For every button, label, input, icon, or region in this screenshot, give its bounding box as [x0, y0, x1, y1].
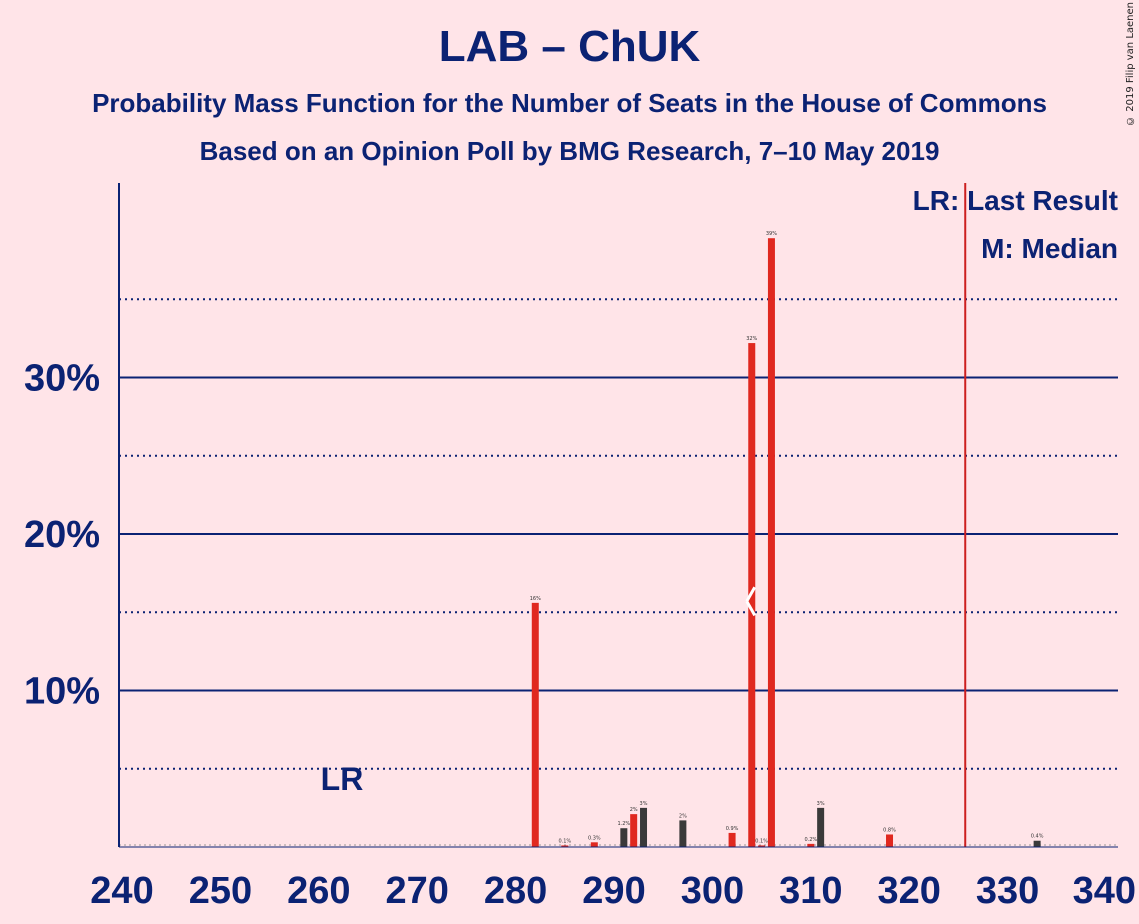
y-tick-label: 20% [24, 514, 100, 556]
bar-value-label: 1.2% [617, 821, 630, 827]
bar [728, 832, 736, 847]
x-tick-label: 300 [681, 870, 744, 912]
bar-value-label: 3% [817, 801, 825, 807]
chart-subtitle-poll: Based on an Opinion Poll by BMG Research… [199, 136, 940, 166]
bar-value-label: 3% [640, 801, 648, 807]
x-tick-label: 320 [877, 870, 940, 912]
bar [679, 820, 687, 847]
y-tick-label: 10% [24, 671, 100, 713]
bar-value-label: 0.1% [755, 838, 768, 844]
legend: LR LR: Last Result M: Median [321, 185, 1118, 797]
x-tick-label: 240 [90, 870, 153, 912]
bar-value-label: 16% [530, 596, 541, 602]
x-tick-label: 250 [189, 870, 252, 912]
bar-value-label: 39% [766, 231, 777, 237]
x-tick-label: 330 [976, 870, 1039, 912]
x-tick-label: 260 [287, 870, 350, 912]
bar [640, 807, 648, 847]
bar-value-label: 0.4% [1031, 834, 1044, 840]
bar-value-label: 2% [630, 807, 638, 813]
bar-value-label: 2% [679, 813, 687, 819]
bar-value-label: 0.8% [883, 827, 896, 833]
bar-value-label: 0.2% [804, 837, 817, 843]
bar [590, 842, 598, 847]
bar [807, 843, 815, 847]
bar [561, 845, 569, 847]
x-tick-label: 290 [582, 870, 645, 912]
x-tick-label: 310 [779, 870, 842, 912]
bar-value-label: 0.9% [726, 826, 739, 832]
median-marker [745, 586, 757, 603]
x-tick-label: 270 [385, 870, 448, 912]
bar-value-label: 0.1% [558, 838, 571, 844]
x-tick-label: 280 [484, 870, 547, 912]
legend-median: M: Median [981, 233, 1118, 264]
bar [630, 814, 638, 847]
last-result-marker-label: LR [321, 761, 364, 797]
bars [531, 238, 1041, 848]
chart-title: LAB – ChUK [438, 22, 701, 71]
bar [531, 602, 539, 847]
gridlines [119, 183, 1118, 847]
bar-value-label: 32% [746, 336, 757, 342]
median-marker [745, 600, 757, 617]
bar [817, 807, 825, 847]
bar [758, 845, 766, 847]
y-tick-label: 30% [24, 358, 100, 400]
bar [1033, 840, 1041, 847]
bar [767, 238, 775, 848]
bar [886, 834, 894, 847]
bar-value-label: 0.3% [588, 835, 601, 841]
legend-last-result: LR: Last Result [913, 185, 1118, 216]
chart-subtitle: Probability Mass Function for the Number… [92, 88, 1047, 118]
axes: 10% 20% 30% 240 250 260 270 280 290 300 310 320 330 3… [24, 183, 1136, 912]
bar-value-labels: 16%0.1%0.3%1.2%2%3%2%0.9%32%0.1%39%0.2%3… [530, 231, 1044, 844]
bar [620, 828, 628, 847]
x-tick-label: 340 [1073, 870, 1136, 912]
